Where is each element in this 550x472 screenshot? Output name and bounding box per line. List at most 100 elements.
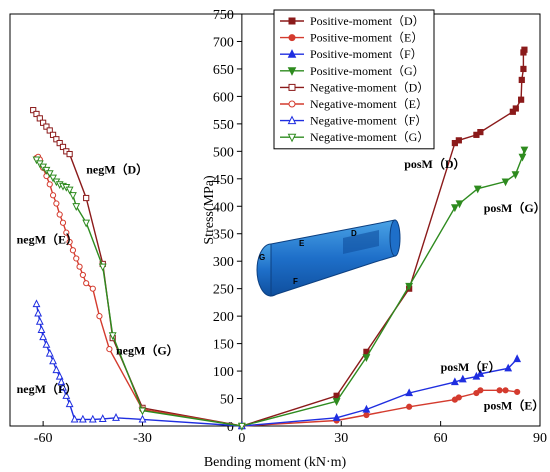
y-tick-label: 200 [213,310,234,325]
legend-label: Positive-moment（G） [310,64,425,78]
series-line [36,155,243,427]
data-point [46,181,53,188]
series-line [241,358,518,427]
y-axis-label: Stress(MPa) [202,175,217,245]
pin-illustration: G E D F [256,219,401,297]
data-point [332,413,341,421]
y-tick-label: 250 [213,283,234,298]
legend-marker [288,34,296,42]
y-tick-label: 100 [213,365,234,380]
data-point [455,200,464,209]
data-point [82,219,91,228]
data-point [76,263,83,270]
annotation-label: posM（E） [484,398,545,413]
axes: 0501001502002503003504004505005506006507… [9,8,547,470]
data-point [70,414,79,423]
y-tick-label: 350 [213,228,234,243]
data-point [496,387,503,394]
data-point [42,339,51,348]
data-point [89,285,96,292]
series-line [32,109,243,427]
data-point [62,391,71,399]
data-point [72,203,81,211]
data-point [33,110,40,118]
x-tick-label: 0 [238,431,245,446]
data-point [45,348,54,357]
data-point [405,282,414,291]
legend-label: Positive-moment（D） [310,14,425,28]
legend-marker [288,100,296,108]
data-point [108,332,117,341]
data-point [32,299,41,308]
legend-label: Negative-moment（E） [310,97,428,111]
data-point [477,129,484,136]
data-point [36,115,43,122]
annotation-group: negM（D） negM（E） negM（G） negM（F） posM（D） posM（… [17,156,546,413]
legend-marker [287,133,297,143]
series-3 [237,146,529,431]
legend-label: Negative-moment（F） [310,114,427,128]
data-point [63,229,70,236]
y-tick-label: 700 [213,35,234,50]
legend-marker [288,17,296,25]
data-point [237,422,246,431]
y-tick-label: 500 [213,145,234,160]
data-point [65,399,74,408]
data-point [518,76,525,84]
y-tick-label: 750 [213,8,234,23]
annotation-label: posM（F） [441,359,501,374]
data-point [49,131,57,138]
data-point [43,123,50,130]
data-point [66,150,73,158]
x-tick-label: 30 [334,431,348,446]
pin-label-g: G [259,253,265,262]
data-point [455,394,462,401]
data-point [49,356,57,365]
legend-label: Negative-moment（G） [310,130,429,144]
data-point [65,186,74,195]
series-7 [32,156,246,431]
legend-label: Positive-moment（E） [310,31,423,45]
y-tick-label: 650 [213,63,234,78]
data-point [502,387,509,394]
data-point [30,107,37,114]
data-point [511,171,520,180]
data-point [66,238,73,246]
pin-label-f: F [293,277,298,286]
data-point [96,313,103,320]
data-point [138,407,147,416]
legend: Positive-moment（D） Positive-moment（E） Posi… [273,9,435,150]
annotation-label: negM（E） [17,232,78,247]
y-tick-label: 600 [213,90,234,105]
data-point [518,153,527,162]
data-point [52,365,61,374]
data-point [53,200,60,207]
series-group [30,46,529,431]
annotation-label: negM（F） [17,381,78,396]
data-point [56,139,63,147]
data-point [363,411,370,419]
data-point [83,194,90,202]
data-point [39,332,48,341]
data-point [98,414,107,422]
data-point [106,345,113,353]
data-point [35,316,44,325]
data-point [69,247,77,254]
y-tick-label: 0 [227,420,234,435]
data-point [450,377,459,386]
data-point [138,414,147,423]
data-point [455,137,462,144]
data-point [49,174,57,183]
data-point [476,369,485,377]
data-point [477,387,484,394]
data-point [69,192,77,200]
data-point [59,143,67,151]
data-point [518,96,525,103]
data-point [73,255,80,262]
data-point [458,374,467,383]
data-point [98,263,107,272]
legend-marker [287,115,297,125]
data-point [34,308,43,317]
data-point [362,404,371,413]
x-tick-label: -60 [34,431,53,446]
